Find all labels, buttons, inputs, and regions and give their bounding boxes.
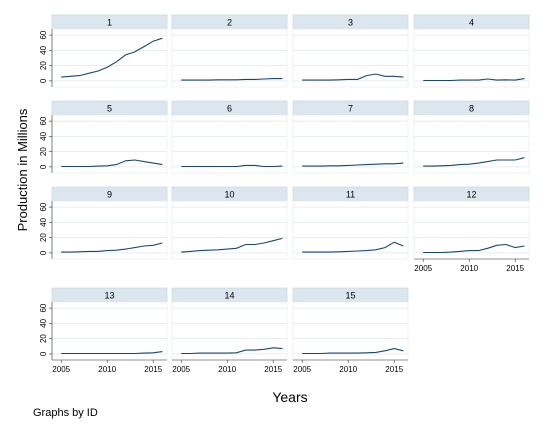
panel-8: 8: [413, 100, 530, 174]
series-line: [302, 348, 404, 355]
panel-4: 4: [413, 14, 530, 88]
plot-area: [171, 301, 288, 361]
footnote: Graphs by ID: [33, 407, 98, 419]
panel-title: 11: [346, 190, 355, 200]
series-line: [181, 347, 283, 355]
x-tick-label: 2010: [98, 365, 116, 374]
panel-12: 12 2005 2010 2015: [413, 186, 530, 273]
x-tick-label: 2005: [172, 365, 190, 374]
series-line: [61, 351, 163, 355]
series-line: [423, 243, 525, 254]
plot-area: [292, 28, 409, 88]
panel-title: 5: [107, 104, 112, 114]
panel-2: 2: [171, 14, 288, 88]
plot-area: [413, 200, 530, 260]
plot-area: [171, 28, 288, 88]
panel-5: 5 0 20 40 60: [39, 100, 168, 174]
panel-15: 15 2005 2010 2015: [292, 287, 409, 374]
y-tick-label: 0: [39, 78, 48, 83]
x-tick-label: 2005: [414, 264, 432, 273]
panel-9: 9 0 20 40 60: [39, 186, 168, 260]
panel-title: 7: [348, 104, 353, 114]
x-tick-label: 2015: [506, 264, 524, 273]
plot-area: [292, 200, 409, 260]
series-line: [302, 241, 404, 253]
series-line: [181, 237, 283, 253]
panel-11: 11: [292, 186, 409, 260]
y-tick-label: 20: [39, 233, 48, 242]
y-tick-label: 60: [39, 30, 48, 39]
panel-1: 1 0 20 40 60: [39, 14, 168, 88]
plot-area: [292, 301, 409, 361]
panel-title: 9: [107, 190, 112, 200]
y-tick-label: 40: [39, 45, 48, 54]
panel-title: 12: [466, 190, 476, 200]
x-tick-label: 2010: [218, 365, 236, 374]
panel-13: 13 0 20 40 60 2005 2010 2015: [39, 287, 168, 374]
series-line: [61, 37, 163, 78]
plot-area: [171, 200, 288, 260]
series-line: [181, 164, 283, 168]
panel-title: 13: [104, 291, 114, 301]
y-tick-label: 0: [39, 250, 48, 255]
y-tick-label: 20: [39, 147, 48, 156]
panel-title: 3: [348, 18, 353, 28]
y-tick-label: 20: [39, 334, 48, 343]
y-tick-label: 60: [39, 116, 48, 125]
y-tick-label: 40: [39, 318, 48, 327]
panel-14: 14 2005 2010 2015: [171, 287, 288, 374]
y-axis-title: Production in Millions: [15, 108, 30, 231]
plot-area: [51, 28, 168, 88]
panel-6: 6: [171, 100, 288, 174]
series-line: [423, 157, 525, 167]
x-tick-label: 2015: [264, 365, 282, 374]
panel-title: 15: [345, 291, 355, 301]
x-tick-label: 2015: [144, 365, 162, 374]
panel-title: 2: [227, 18, 232, 28]
series-line: [61, 159, 163, 168]
panel-10: 10: [171, 186, 288, 260]
panel-3: 3: [292, 14, 409, 88]
plot-area: [413, 114, 530, 174]
x-tick-label: 2010: [339, 365, 357, 374]
plot-area: [51, 114, 168, 174]
plot-area: [413, 28, 530, 88]
panel-title: 10: [224, 190, 234, 200]
x-tick-label: 2005: [52, 365, 70, 374]
panel-title: 6: [227, 104, 232, 114]
x-tick-label: 2005: [293, 365, 311, 374]
plot-area: [171, 114, 288, 174]
panel-title: 14: [224, 291, 234, 301]
series-line: [423, 78, 525, 82]
y-tick-label: 40: [39, 131, 48, 140]
x-tick-label: 2010: [460, 264, 478, 273]
plot-area: [51, 301, 168, 361]
y-tick-label: 0: [39, 164, 48, 169]
series-line: [302, 162, 404, 167]
series-line: [61, 242, 163, 253]
panel-title: 8: [469, 104, 474, 114]
y-tick-label: 0: [39, 351, 48, 356]
y-tick-label: 60: [39, 202, 48, 211]
x-tick-label: 2015: [385, 365, 403, 374]
panel-7: 7: [292, 100, 409, 174]
series-line: [181, 78, 283, 81]
series-line: [302, 73, 404, 81]
y-tick-label: 60: [39, 303, 48, 312]
panel-title: 1: [107, 18, 112, 28]
y-tick-label: 20: [39, 61, 48, 70]
y-tick-label: 40: [39, 217, 48, 226]
x-axis-title: Years: [272, 389, 307, 405]
panel-title: 4: [469, 18, 474, 28]
